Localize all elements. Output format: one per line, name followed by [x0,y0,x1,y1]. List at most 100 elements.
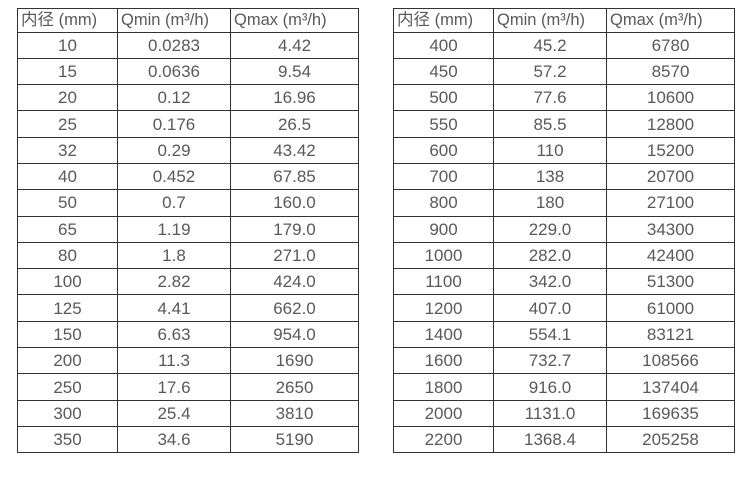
table-row: 125 4.41 662.0 [17,294,359,322]
cell-inner-diameter: 1000 [393,241,494,270]
table-row: 1600 732.7 108566 [393,347,735,375]
cell-inner-diameter: 1400 [393,320,494,349]
cell-qmin: 0.12 [117,84,231,112]
cell-inner-diameter: 50 [17,189,118,217]
cell-qmin: 25.4 [117,399,231,427]
cell-qmax: 61000 [606,294,735,322]
header-qmin: Qmin (m³/h) [493,8,607,33]
cell-qmax: 160.0 [230,189,359,217]
cell-inner-diameter: 200 [17,347,118,375]
header-inner-diameter: 内径 (mm) [393,8,494,33]
cell-qmin: 916.0 [493,373,607,401]
cell-qmin: 110 [493,136,607,164]
cell-inner-diameter: 300 [17,399,118,427]
cell-qmin: 342.0 [493,268,607,296]
cell-inner-diameter: 150 [17,320,118,349]
cell-inner-diameter: 450 [393,57,494,86]
cell-inner-diameter: 2200 [393,425,494,454]
cell-qmin: 2.82 [117,268,231,296]
table-row: 100 2.82 424.0 [17,268,359,296]
table-row: 300 25.4 3810 [17,399,359,427]
cell-inner-diameter: 800 [393,189,494,217]
table-row: 600 110 15200 [393,136,735,164]
cell-inner-diameter: 250 [17,373,118,401]
cell-inner-diameter: 100 [17,268,118,296]
cell-qmin: 6.63 [117,320,231,349]
cell-qmin: 282.0 [493,241,607,270]
cell-qmax: 67.85 [230,162,359,191]
table-row: 350 34.6 5190 [17,425,359,454]
cell-qmax: 20700 [606,162,735,191]
cell-qmax: 6780 [606,31,735,59]
cell-qmin: 407.0 [493,294,607,322]
table-row: 450 57.2 8570 [393,57,735,86]
table-row: 10 0.0283 4.42 [17,31,359,59]
cell-qmin: 57.2 [493,57,607,86]
table-body: 400 45.2 6780 450 57.2 8570 500 77.6 10600 550 85.… [393,31,735,454]
cell-qmax: 662.0 [230,294,359,322]
cell-qmax: 205258 [606,425,735,454]
table-row: 2200 1368.4 205258 [393,425,735,454]
cell-qmin: 34.6 [117,425,231,454]
cell-qmax: 5190 [230,425,359,454]
cell-inner-diameter: 2000 [393,399,494,427]
cell-qmax: 169635 [606,399,735,427]
cell-inner-diameter: 25 [17,110,118,138]
header-qmax: Qmax (m³/h) [606,8,735,33]
cell-qmin: 1131.0 [493,399,607,427]
cell-qmax: 1690 [230,347,359,375]
table-row: 15 0.0636 9.54 [17,57,359,86]
cell-qmax: 3810 [230,399,359,427]
cell-qmax: 15200 [606,136,735,164]
flow-rate-table-small-diameters: 内径 (mm) Qmin (m³/h) Qmax (m³/h) 10 0.0283… [17,8,359,454]
table-row: 20 0.12 16.96 [17,84,359,112]
table-row: 1400 554.1 83121 [393,320,735,349]
cell-qmax: 4.42 [230,31,359,59]
cell-qmin: 4.41 [117,294,231,322]
cell-qmin: 138 [493,162,607,191]
cell-qmin: 229.0 [493,215,607,243]
table-row: 32 0.29 43.42 [17,136,359,164]
flow-rate-table-large-diameters: 内径 (mm) Qmin (m³/h) Qmax (m³/h) 400 45.2 6… [393,8,735,454]
cell-inner-diameter: 20 [17,84,118,112]
cell-qmin: 45.2 [493,31,607,59]
cell-qmax: 34300 [606,215,735,243]
table-row: 1800 916.0 137404 [393,373,735,401]
cell-inner-diameter: 900 [393,215,494,243]
cell-qmin: 1368.4 [493,425,607,454]
cell-qmin: 1.8 [117,241,231,270]
cell-qmax: 51300 [606,268,735,296]
cell-qmax: 12800 [606,110,735,138]
cell-qmax: 83121 [606,320,735,349]
header-row: 内径 (mm) Qmin (m³/h) Qmax (m³/h) [17,8,359,33]
cell-qmax: 10600 [606,84,735,112]
table-row: 550 85.5 12800 [393,110,735,138]
table-row: 1100 342.0 51300 [393,268,735,296]
cell-qmin: 732.7 [493,347,607,375]
cell-inner-diameter: 350 [17,425,118,454]
cell-inner-diameter: 1600 [393,347,494,375]
cell-inner-diameter: 400 [393,31,494,59]
cell-inner-diameter: 700 [393,162,494,191]
cell-inner-diameter: 65 [17,215,118,243]
table-row: 150 6.63 954.0 [17,320,359,349]
table-row: 50 0.7 160.0 [17,189,359,217]
table-row: 400 45.2 6780 [393,31,735,59]
cell-qmin: 0.0283 [117,31,231,59]
cell-inner-diameter: 1800 [393,373,494,401]
cell-qmin: 85.5 [493,110,607,138]
cell-qmax: 9.54 [230,57,359,86]
cell-qmax: 179.0 [230,215,359,243]
cell-inner-diameter: 80 [17,241,118,270]
header-qmax: Qmax (m³/h) [230,8,359,33]
cell-qmax: 108566 [606,347,735,375]
table-row: 1000 282.0 42400 [393,241,735,270]
table-row: 900 229.0 34300 [393,215,735,243]
flow-rate-tables-container: 内径 (mm) Qmin (m³/h) Qmax (m³/h) 10 0.0283… [17,8,735,454]
cell-qmax: 271.0 [230,241,359,270]
cell-inner-diameter: 1100 [393,268,494,296]
table-row: 40 0.452 67.85 [17,162,359,191]
table-row: 250 17.6 2650 [17,373,359,401]
cell-qmax: 43.42 [230,136,359,164]
